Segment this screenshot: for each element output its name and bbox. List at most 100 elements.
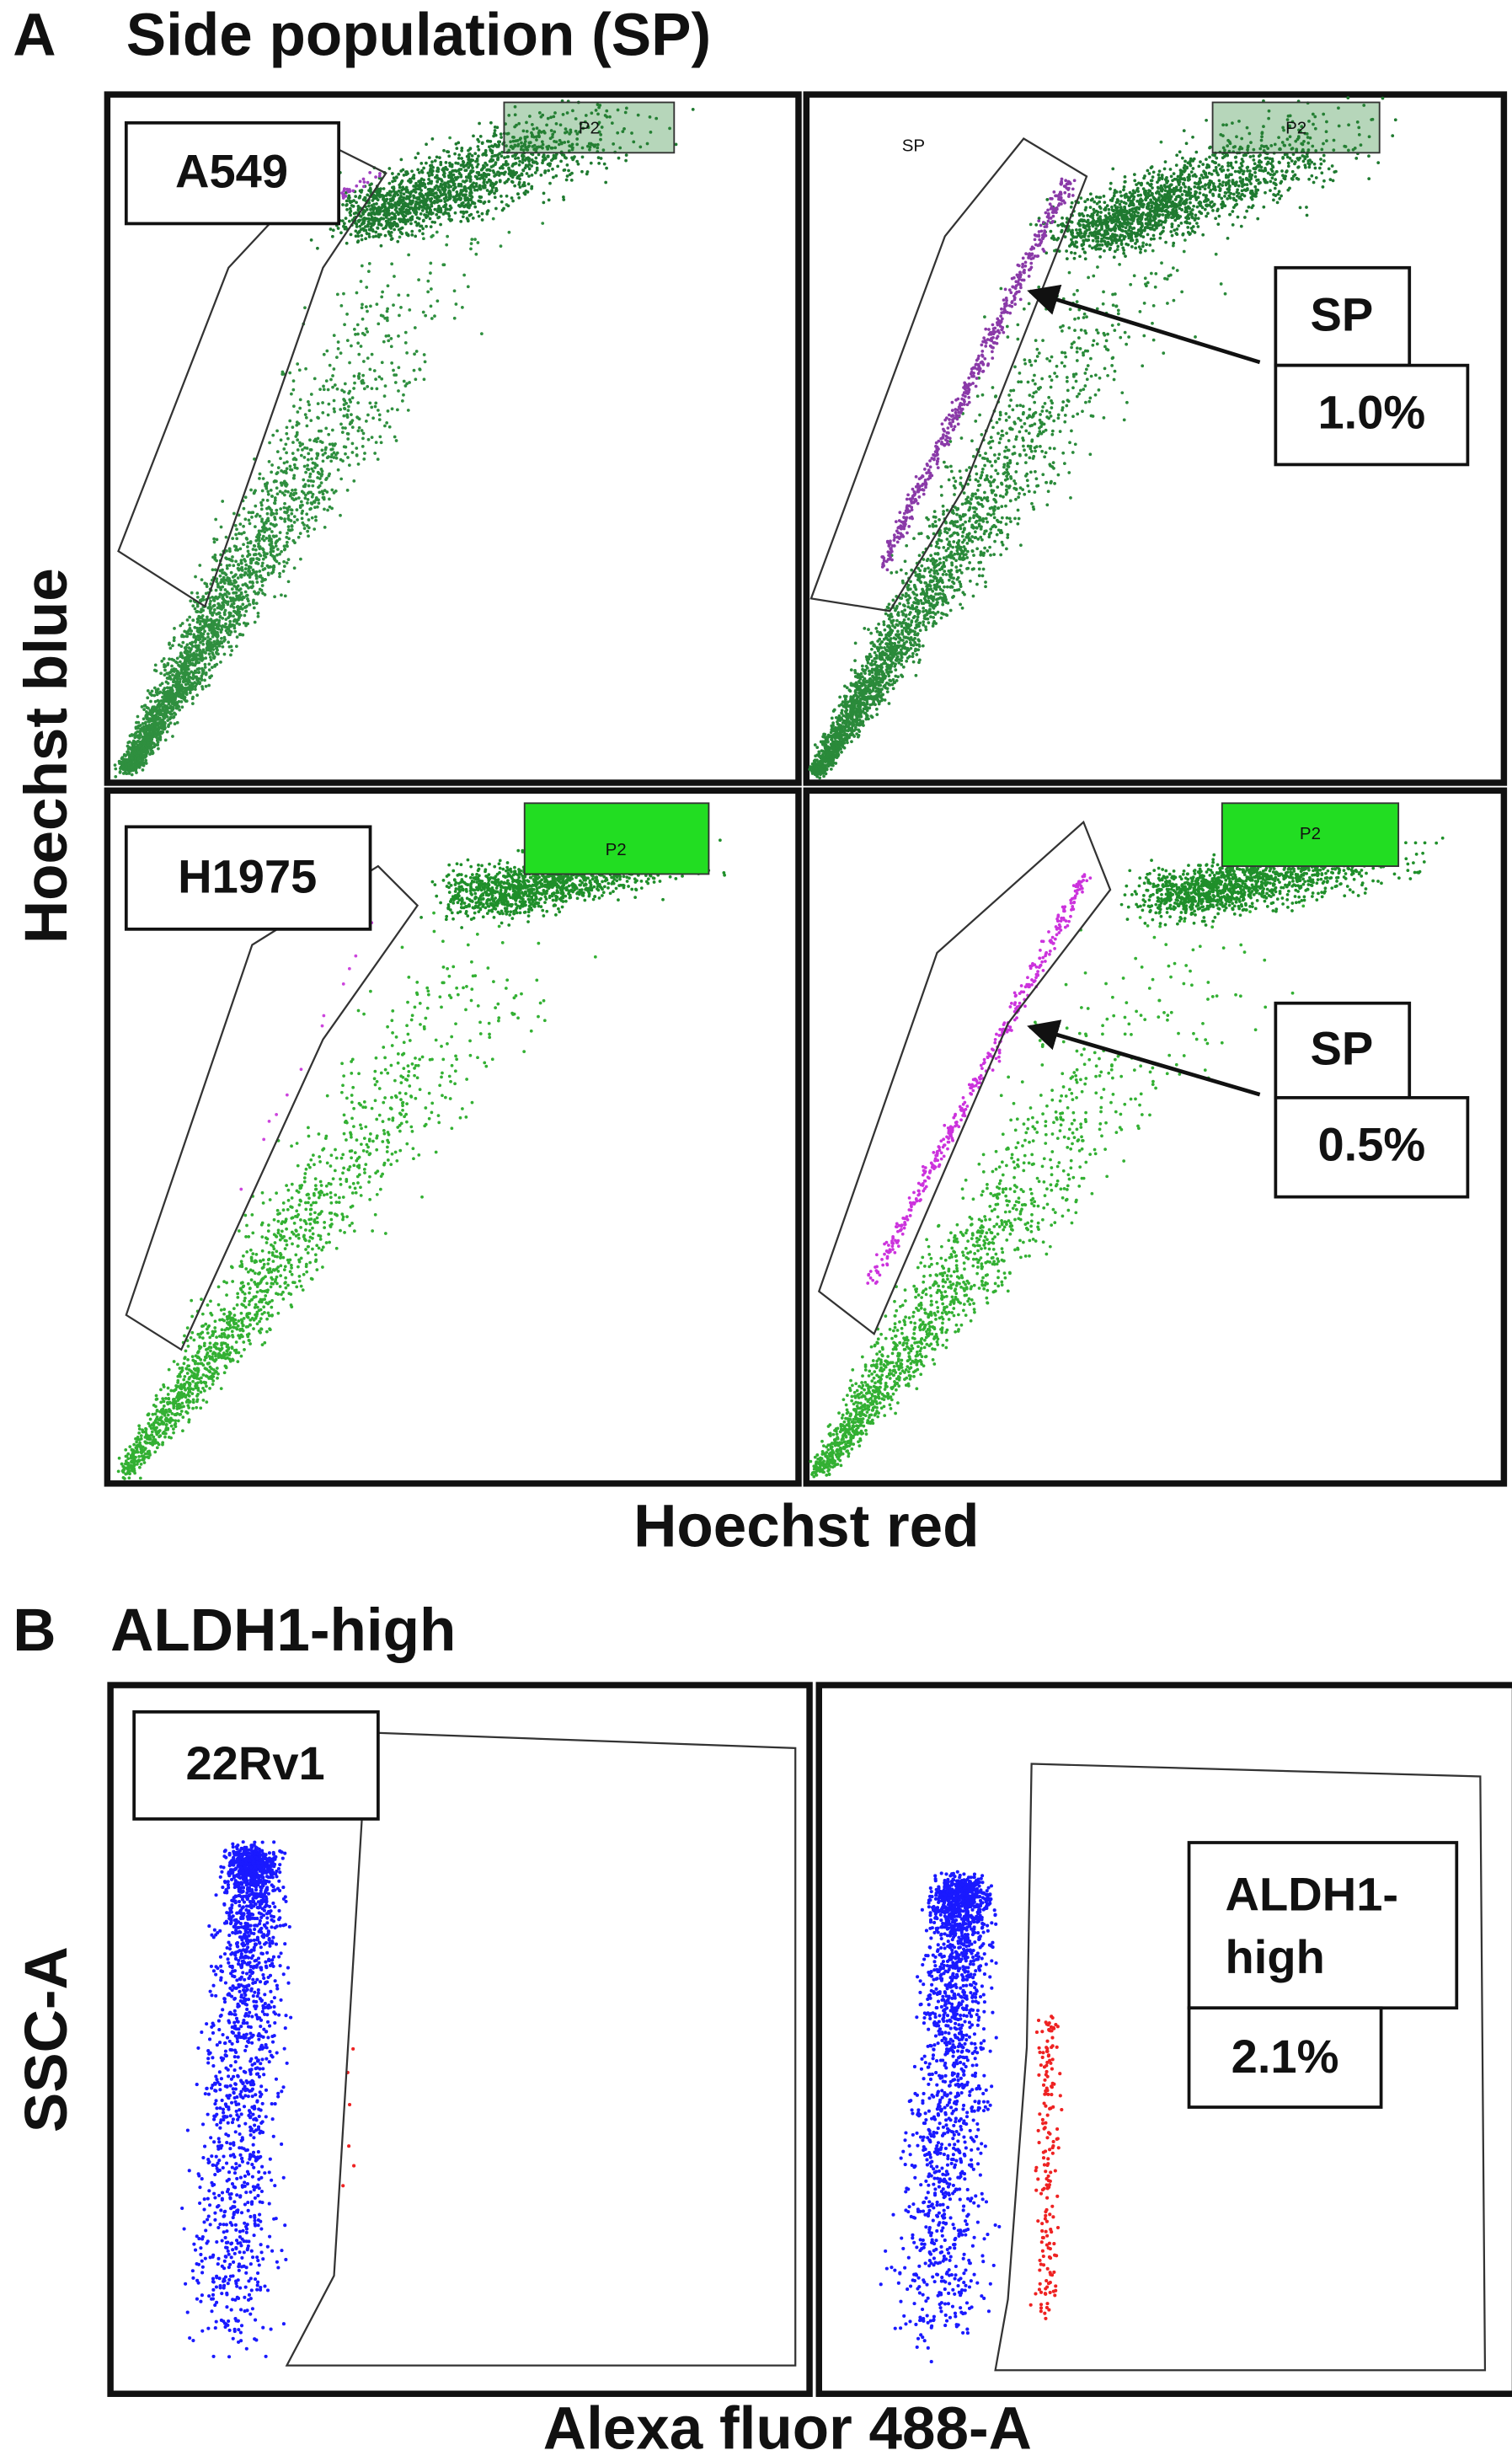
event-dot bbox=[142, 717, 146, 720]
event-dot bbox=[447, 174, 451, 178]
event-dot bbox=[445, 243, 448, 247]
event-dot bbox=[206, 615, 209, 618]
event-dot bbox=[397, 334, 400, 338]
event-dot bbox=[276, 548, 280, 551]
event-dot bbox=[438, 156, 441, 159]
event-dot bbox=[1045, 357, 1049, 361]
event-dot bbox=[245, 537, 248, 540]
event-dot bbox=[548, 199, 551, 202]
event-dot bbox=[378, 435, 382, 438]
event-dot bbox=[288, 506, 291, 509]
event-dot bbox=[423, 353, 426, 356]
event-dot bbox=[508, 173, 511, 176]
event-dot bbox=[287, 537, 291, 540]
event-dot bbox=[140, 746, 143, 750]
event-dot bbox=[329, 364, 332, 367]
event-dot bbox=[218, 645, 222, 648]
event-dot bbox=[562, 198, 565, 201]
event-dot bbox=[527, 163, 531, 166]
event-dot bbox=[253, 490, 256, 494]
event-dot bbox=[425, 162, 428, 165]
event-dot bbox=[527, 174, 531, 178]
event-dot bbox=[477, 148, 480, 152]
event-dot bbox=[291, 497, 294, 500]
event-dot bbox=[471, 184, 474, 187]
event-dot bbox=[299, 558, 302, 561]
event-dot bbox=[345, 208, 349, 211]
event-dot bbox=[150, 741, 153, 744]
event-dot bbox=[376, 302, 379, 306]
event-dot bbox=[233, 544, 237, 548]
event-dot bbox=[494, 182, 497, 185]
event-dot bbox=[221, 500, 224, 503]
event-dot bbox=[500, 244, 503, 248]
event-dot bbox=[566, 174, 569, 178]
event-dot bbox=[395, 211, 398, 214]
event-dot bbox=[815, 746, 819, 749]
event-dot bbox=[455, 142, 458, 146]
event-dot bbox=[190, 641, 194, 645]
event-dot bbox=[351, 425, 355, 429]
event-dot bbox=[374, 231, 377, 234]
event-dot bbox=[323, 388, 326, 391]
event-dot bbox=[177, 681, 180, 684]
event-dot bbox=[339, 408, 342, 411]
event-dot bbox=[410, 230, 414, 233]
event-dot bbox=[692, 108, 695, 111]
event-dot bbox=[410, 169, 414, 173]
event-dot bbox=[137, 725, 141, 728]
event-dot bbox=[157, 723, 160, 726]
event-dot bbox=[1007, 439, 1011, 442]
event-dot bbox=[213, 608, 216, 612]
event-dot bbox=[952, 557, 955, 560]
event-dot bbox=[291, 489, 294, 492]
event-dot bbox=[404, 173, 408, 176]
event-dot bbox=[240, 568, 243, 571]
event-dot bbox=[335, 356, 339, 359]
event-dot bbox=[1071, 342, 1074, 345]
event-dot bbox=[1077, 336, 1081, 340]
event-dot bbox=[374, 405, 377, 409]
event-dot bbox=[284, 594, 287, 597]
event-dot bbox=[169, 677, 173, 681]
event-dot bbox=[377, 220, 381, 223]
event-dot bbox=[313, 377, 317, 380]
event-dot bbox=[341, 219, 345, 222]
event-dot bbox=[266, 499, 270, 502]
event-dot bbox=[251, 511, 254, 514]
event-dot bbox=[215, 651, 218, 655]
event-dot bbox=[505, 180, 509, 184]
event-dot bbox=[318, 477, 322, 480]
event-dot bbox=[453, 289, 457, 292]
event-dot bbox=[297, 496, 301, 500]
event-dot bbox=[361, 429, 364, 432]
event-dot bbox=[424, 360, 427, 363]
event-dot bbox=[453, 183, 457, 186]
event-dot bbox=[521, 185, 525, 188]
event-dot bbox=[397, 389, 400, 393]
event-dot bbox=[1028, 408, 1032, 411]
event-dot bbox=[347, 405, 350, 409]
event-dot bbox=[198, 651, 201, 655]
event-dot bbox=[370, 406, 373, 409]
event-dot bbox=[378, 174, 382, 178]
event-dot bbox=[324, 447, 328, 450]
event-dot bbox=[317, 402, 320, 405]
event-dot bbox=[296, 518, 299, 522]
event-dot bbox=[153, 745, 157, 748]
event-dot bbox=[387, 284, 390, 287]
event-dot bbox=[384, 384, 387, 388]
event-dot bbox=[315, 440, 318, 443]
event-dot bbox=[522, 169, 526, 173]
event-dot bbox=[306, 468, 309, 471]
event-dot bbox=[306, 425, 309, 428]
event-dot bbox=[153, 729, 157, 732]
event-dot bbox=[477, 145, 480, 148]
event-dot bbox=[276, 492, 280, 495]
event-dot bbox=[365, 327, 368, 330]
event-dot bbox=[368, 367, 371, 371]
event-dot bbox=[143, 741, 147, 745]
event-dot bbox=[356, 333, 360, 336]
event-dot bbox=[235, 527, 238, 531]
event-dot bbox=[999, 287, 1002, 291]
